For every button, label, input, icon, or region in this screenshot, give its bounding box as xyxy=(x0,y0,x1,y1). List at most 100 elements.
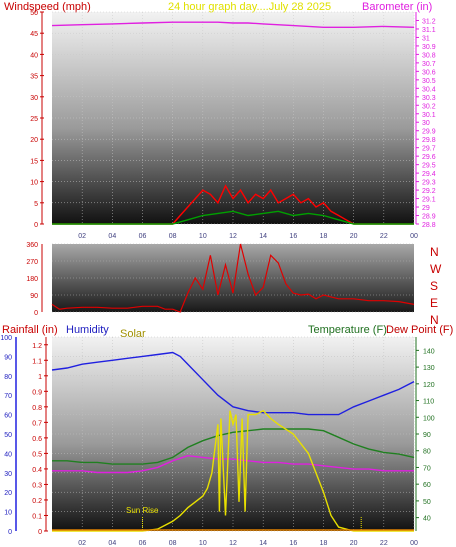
right-tick-label: 30.9 xyxy=(422,44,436,51)
right-tick-label: 31.2 xyxy=(422,18,436,25)
right-tick-label: 30.4 xyxy=(422,86,436,93)
x-tick-label: 10 xyxy=(199,233,207,240)
x-tick-label: 12 xyxy=(229,233,237,240)
temp-tick-label: 50 xyxy=(423,499,431,506)
right-tick-label: 30.8 xyxy=(422,52,436,59)
compass-label: N xyxy=(430,313,439,327)
humidity-tick-label: 100 xyxy=(0,335,12,342)
rain-tick-label: 0.6 xyxy=(32,436,42,443)
rain-tick-label: 1.1 xyxy=(32,358,42,365)
x-tick-label: 22 xyxy=(380,540,388,547)
rain-tick-label: 1 xyxy=(38,374,42,381)
right-tick-label: 31 xyxy=(422,35,430,42)
x-tick-label: 06 xyxy=(139,233,147,240)
humidity-tick-label: 0 xyxy=(8,529,12,536)
temp-tick-label: 140 xyxy=(423,348,435,355)
panel2-grid xyxy=(52,243,414,313)
left-tick-label: 20 xyxy=(30,137,38,144)
right-tick-label: 30 xyxy=(422,120,430,127)
humidity-tick-label: 50 xyxy=(4,432,12,439)
panel3-grid xyxy=(52,336,415,532)
compass-label: W xyxy=(430,262,442,276)
dir-tick-label: 0 xyxy=(34,310,38,317)
right-tick-label: 29.5 xyxy=(422,163,436,170)
left-tick-label: 15 xyxy=(30,158,38,165)
x-tick-label: 22 xyxy=(380,233,388,240)
humidity-tick-label: 90 xyxy=(4,354,12,361)
humidity-tick-label: 30 xyxy=(4,471,12,478)
right-tick-label: 30.1 xyxy=(422,112,436,119)
temp-tick-label: 80 xyxy=(423,449,431,456)
left-tick-label: 40 xyxy=(30,52,38,59)
series-line xyxy=(52,454,414,474)
dir-tick-label: 180 xyxy=(26,276,38,283)
right-tick-label: 30.3 xyxy=(422,95,436,102)
series xyxy=(51,21,415,532)
series-line xyxy=(51,21,415,28)
temp-tick-label: 100 xyxy=(423,415,435,422)
dewpoint-label: Dew Point (F) xyxy=(386,324,453,336)
temp-tick-label: 90 xyxy=(423,432,431,439)
sunrise-label: Sun Rise xyxy=(126,506,159,515)
temp-tick-label: 110 xyxy=(423,399,434,406)
windspeed-label: Windspeed (mph) xyxy=(4,1,91,13)
dir-tick-label: 90 xyxy=(30,293,38,300)
left-tick-label: 0 xyxy=(34,222,38,229)
x-tick-label: 08 xyxy=(169,540,177,547)
rain-tick-label: 1.2 xyxy=(32,343,42,350)
panel1-grid xyxy=(52,11,415,225)
temp-tick-label: 130 xyxy=(423,365,435,372)
right-tick-label: 30.5 xyxy=(422,78,436,85)
rain-tick-label: 0.2 xyxy=(32,498,42,505)
x-tick-label: 00 xyxy=(410,540,418,547)
axes xyxy=(15,11,419,532)
right-tick-label: 29.2 xyxy=(422,188,436,195)
right-tick-label: 31.1 xyxy=(422,27,436,34)
wind-direction-line xyxy=(51,243,415,313)
right-tick-label: 30.7 xyxy=(422,61,436,68)
barometer-label: Barometer (in) xyxy=(362,1,432,13)
x-tick-label: 06 xyxy=(139,540,147,547)
x-tick-label: 12 xyxy=(229,540,237,547)
rain-tick-label: 0.1 xyxy=(32,513,42,520)
left-tick-label: 25 xyxy=(30,116,38,123)
x-tick-label: 00 xyxy=(410,233,418,240)
right-tick-label: 30.6 xyxy=(422,69,436,76)
series-line xyxy=(51,351,415,416)
right-tick-label: 28.9 xyxy=(422,214,436,221)
x-tick-label: 16 xyxy=(289,233,297,240)
right-tick-label: 29.8 xyxy=(422,137,436,144)
x-tick-label: 20 xyxy=(350,233,358,240)
left-tick-label: 35 xyxy=(30,74,38,81)
x-tick-label: 18 xyxy=(320,233,328,240)
x-tick-label: 02 xyxy=(78,540,86,547)
left-tick-label: 10 xyxy=(30,180,38,187)
left-tick-label: 30 xyxy=(30,95,38,102)
x-tick-label: 16 xyxy=(289,540,297,547)
right-tick-label: 29.1 xyxy=(422,197,436,204)
series-line xyxy=(52,409,414,532)
x-tick-label: 14 xyxy=(259,233,267,240)
left-tick-label: 5 xyxy=(34,201,38,208)
x-tick-label: 04 xyxy=(108,540,116,547)
humidity-tick-label: 10 xyxy=(4,510,12,517)
right-tick-label: 28.8 xyxy=(422,222,436,229)
right-tick-label: 29.3 xyxy=(422,180,436,187)
right-tick-label: 29.9 xyxy=(422,129,436,136)
dir-tick-label: 360 xyxy=(26,242,38,249)
solar-label: Solar xyxy=(120,328,146,340)
x-tick-label: 18 xyxy=(320,540,328,547)
rainfall-label: Rainfall (in) xyxy=(2,324,58,336)
compass-label: S xyxy=(430,279,438,293)
x-tick-label: 10 xyxy=(199,540,207,547)
compass-label: N xyxy=(430,245,439,259)
series-line xyxy=(52,210,414,225)
x-tick-label: 04 xyxy=(108,233,116,240)
compass-label: E xyxy=(430,296,438,310)
temp-tick-label: 120 xyxy=(423,382,435,389)
humidity-tick-label: 20 xyxy=(4,490,12,497)
rain-tick-label: 0.8 xyxy=(32,405,42,412)
humidity-tick-label: 70 xyxy=(4,393,12,400)
